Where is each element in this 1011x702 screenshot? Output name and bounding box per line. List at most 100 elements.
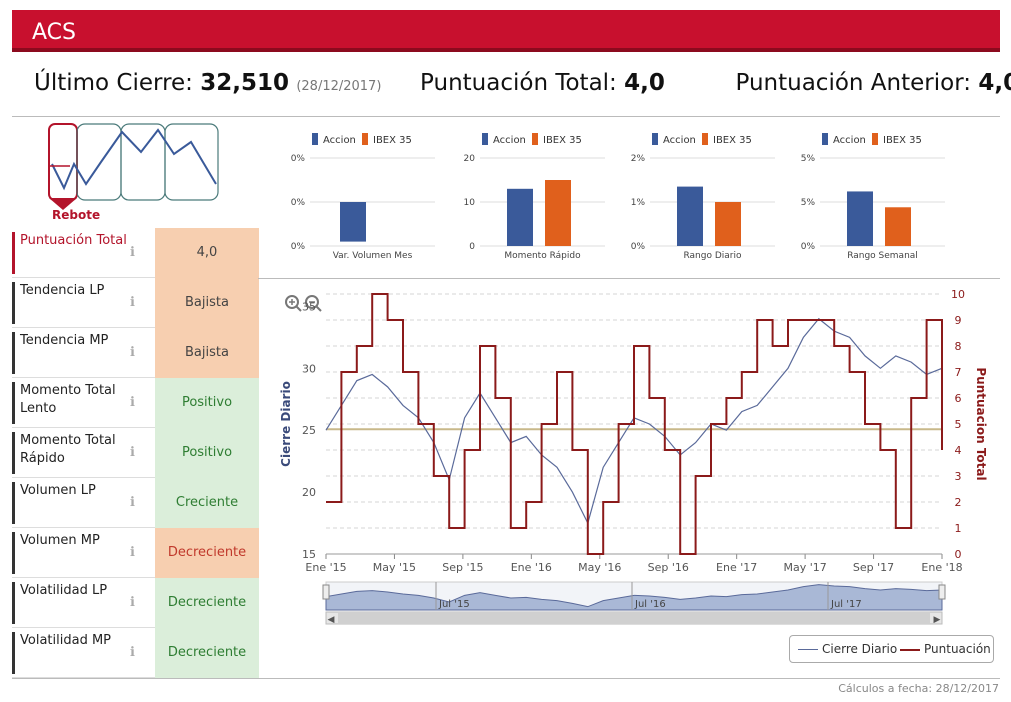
- bar-ibex-35: [885, 207, 911, 246]
- close-legend-swatch: [798, 649, 818, 650]
- score-legend-label[interactable]: Puntuación: [924, 642, 991, 656]
- legend-swatch-ibex: [872, 133, 878, 145]
- indicator-row: Volumen LP ℹ Creciente: [12, 478, 259, 528]
- legend-ibex: IBEX 35: [883, 135, 922, 146]
- x-tick-label: May '16: [578, 561, 621, 574]
- indicator-label: Volumen LP: [12, 482, 132, 524]
- y-tick-label: 0%: [291, 198, 306, 208]
- indicator-row: Momento Total Rápido ℹ Positivo: [12, 428, 259, 478]
- last-close-label: Último Cierre:: [34, 70, 193, 96]
- info-icon[interactable]: ℹ: [130, 595, 135, 610]
- mini-chart-title: Momento Rápido: [504, 251, 581, 261]
- header-bar: ACS: [12, 10, 1000, 52]
- y2-tick-label: 5: [955, 418, 962, 431]
- indicator-value: Bajista: [155, 278, 259, 328]
- info-icon[interactable]: ℹ: [130, 295, 135, 310]
- legend-ibex: IBEX 35: [713, 135, 752, 146]
- indicator-label: Volatilidad MP: [12, 632, 132, 674]
- info-icon[interactable]: ℹ: [130, 245, 135, 260]
- indicator-value: Bajista: [155, 328, 259, 378]
- info-icon[interactable]: ℹ: [130, 495, 135, 510]
- y2-tick-label: 10: [951, 288, 965, 301]
- info-icon[interactable]: ℹ: [130, 395, 135, 410]
- x-tick-label: May '15: [373, 561, 416, 574]
- page-title: ACS: [32, 20, 76, 45]
- x-tick-label: Sep '16: [648, 561, 689, 574]
- indicator-row: Volatilidad MP ℹ Decreciente: [12, 628, 259, 678]
- indicator-label: Tendencia LP: [12, 282, 132, 324]
- y-tick-label: 20: [302, 486, 316, 499]
- mini-legend: Accion IBEX 35: [482, 133, 582, 146]
- legend-ibex: IBEX 35: [373, 135, 412, 146]
- zoom-controls: [285, 295, 322, 312]
- indicator-row: Puntuación Total ℹ 4,0: [12, 228, 259, 278]
- x-tick-label: Ene '16: [511, 561, 552, 574]
- legend-swatch-accion: [482, 133, 488, 145]
- legend-ibex: IBEX 35: [543, 135, 582, 146]
- y-tick-label: 0: [469, 242, 475, 252]
- score-series-line: [326, 293, 943, 555]
- legend-accion: Accion: [493, 135, 526, 146]
- last-close-date: (28/12/2017): [296, 79, 382, 94]
- y-tick-label: 35: [302, 300, 316, 313]
- zoom-out-icon[interactable]: [305, 295, 322, 312]
- last-close-value: 32,510: [200, 70, 290, 96]
- bar-accion: [340, 202, 366, 242]
- legend-swatch-accion: [312, 133, 318, 145]
- indicator-table: Puntuación Total ℹ 4,0 Tendencia LP ℹ Bajista…: [12, 228, 259, 678]
- navigator-left-handle[interactable]: [322, 584, 330, 600]
- x-tick-label: Ene '15: [305, 561, 346, 574]
- indicator-row: Tendencia MP ℹ Bajista: [12, 328, 259, 378]
- indicator-label: Volumen MP: [12, 532, 132, 574]
- mini-chart-volumen: Accion IBEX 35 20% 0% −20% Var. Volumen Mes: [277, 128, 455, 268]
- indicator-value: Positivo: [155, 428, 259, 478]
- y-tick-label: 20: [464, 154, 476, 164]
- y2-tick-label: 1: [955, 522, 962, 535]
- indicator-label: Tendencia MP: [12, 332, 132, 374]
- pattern-icon: [48, 123, 219, 210]
- mini-chart-rango-semanal: Accion IBEX 35 5% 2.5% 0% Rango Semanal: [792, 128, 965, 268]
- score-legend-swatch: [900, 649, 920, 651]
- info-icon[interactable]: ℹ: [130, 545, 135, 560]
- mini-chart-title: Rango Diario: [683, 251, 742, 261]
- y-tick-label: 15: [302, 548, 316, 561]
- scroll-left-arrow-icon[interactable]: ◀: [328, 615, 335, 625]
- y-tick-label: 0%: [801, 242, 816, 252]
- total-score-value: 4,0: [624, 70, 665, 96]
- indicator-value: 4,0: [155, 228, 259, 278]
- y2-tick-label: 0: [955, 548, 962, 561]
- mini-chart-momento: Accion IBEX 35 20 10 0 Momento Rápido: [460, 128, 625, 268]
- scroll-right-arrow-icon[interactable]: ▶: [934, 615, 941, 625]
- main-chart: 0 1 2 3 4 5 6 7 8 9 10 15 20 25 30 35 Cierre Diario Puntu…: [279, 288, 988, 625]
- x-tick-label: May '17: [783, 561, 826, 574]
- scrollbar-thumb[interactable]: [338, 613, 930, 623]
- legend-swatch-ibex: [702, 133, 708, 145]
- indicator-value: Positivo: [155, 378, 259, 428]
- bar-accion: [847, 191, 873, 246]
- indicator-row: Momento Total Lento ℹ Positivo: [12, 378, 259, 428]
- legend-swatch-accion: [652, 133, 658, 145]
- mini-legend: Accion IBEX 35: [652, 133, 752, 146]
- info-icon[interactable]: ℹ: [130, 345, 135, 360]
- y-tick-label: −20%: [290, 242, 305, 252]
- y-tick-label: 10: [464, 198, 476, 208]
- legend-accion: Accion: [833, 135, 866, 146]
- y2-tick-label: 6: [955, 392, 962, 405]
- navigator-area: [325, 584, 943, 611]
- info-icon[interactable]: ℹ: [130, 645, 135, 660]
- zoom-in-icon[interactable]: [285, 295, 302, 312]
- mini-chart-title: Var. Volumen Mes: [333, 251, 413, 261]
- info-icon[interactable]: ℹ: [130, 445, 135, 460]
- y2-tick-label: 3: [955, 470, 962, 483]
- indicator-row: Volatilidad LP ℹ Decreciente: [12, 578, 259, 628]
- bar-ibex-35: [545, 180, 571, 246]
- y-tick-label: 20%: [290, 154, 305, 164]
- pattern-label: Rebote: [52, 208, 101, 222]
- navigator-right-handle[interactable]: [938, 584, 946, 600]
- divider: [12, 678, 1000, 679]
- indicator-value: Decreciente: [155, 528, 259, 578]
- navigator-tick-label: Jul '15: [438, 599, 470, 610]
- y-tick-label: 2.5%: [800, 198, 815, 208]
- calc-date: Cálculos a fecha: 28/12/2017: [838, 682, 999, 695]
- close-legend-label[interactable]: Cierre Diario: [822, 642, 898, 656]
